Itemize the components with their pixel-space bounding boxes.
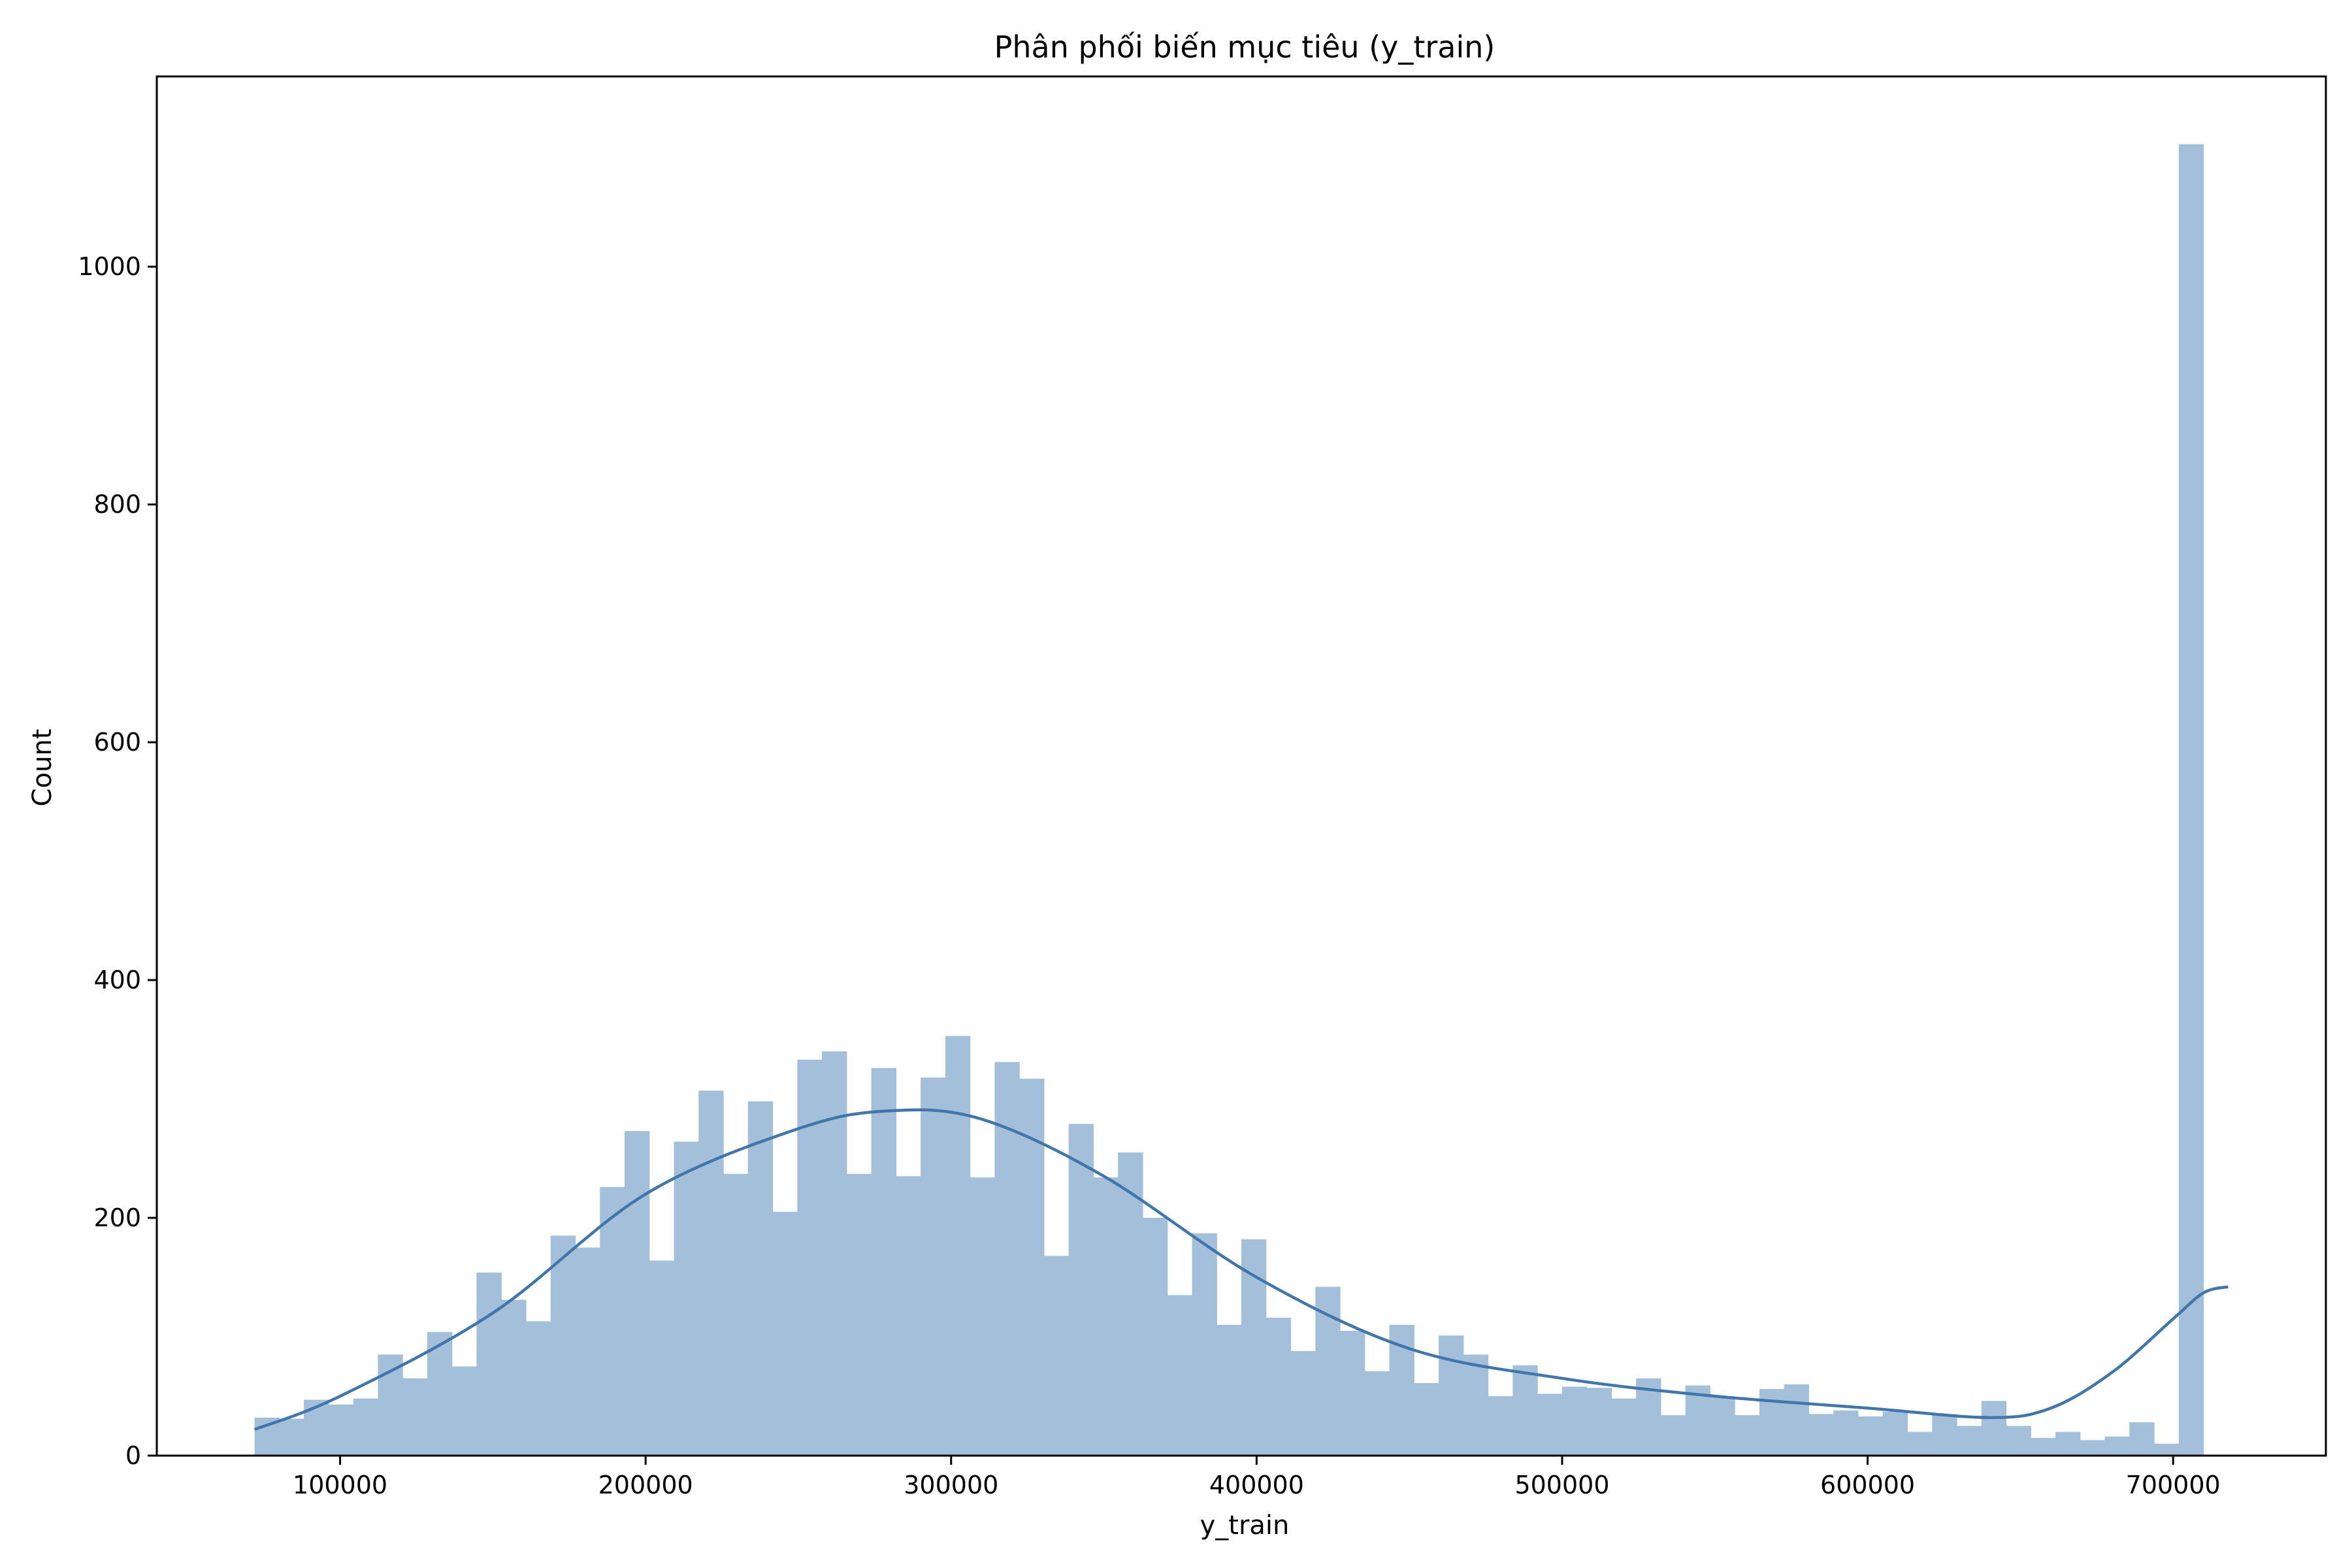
histogram-bar [1808, 1414, 1834, 1456]
histogram-bar [550, 1235, 576, 1456]
histogram-bar [2178, 144, 2204, 1456]
histogram-bar [1463, 1354, 1489, 1456]
histogram-bar [1093, 1177, 1119, 1456]
histogram-bar [1364, 1371, 1390, 1456]
histogram-bar [451, 1366, 478, 1456]
histogram-bar [994, 1062, 1020, 1456]
histogram-bar [1537, 1394, 1563, 1456]
histogram-bars [254, 144, 2204, 1456]
x-tick-label: 200000 [598, 1471, 693, 1499]
histogram-bar [1981, 1401, 2007, 1456]
histogram-bar [1882, 1411, 1908, 1456]
histogram-bar [723, 1173, 749, 1456]
x-tick-label: 500000 [1514, 1471, 1609, 1499]
histogram-bar [2104, 1436, 2130, 1456]
histogram-bar [476, 1272, 502, 1456]
histogram-bar [945, 1036, 971, 1456]
histogram-bar [772, 1211, 798, 1456]
histogram-bar [649, 1260, 675, 1456]
histogram-bar [2055, 1431, 2081, 1456]
y-tick-label: 800 [93, 490, 141, 519]
histogram-bar [600, 1186, 625, 1456]
histogram-bar [674, 1141, 699, 1456]
x-tick-label: 300000 [904, 1471, 998, 1499]
histogram-bar [575, 1247, 600, 1456]
histogram-bar [1142, 1218, 1168, 1456]
histogram-bar [279, 1418, 304, 1456]
histogram-bar [1710, 1396, 1735, 1456]
histogram-bar [797, 1059, 823, 1456]
histogram-bar [402, 1378, 428, 1456]
histogram-bar [2031, 1437, 2056, 1456]
histogram-bar [2154, 1443, 2180, 1456]
histogram-bar [353, 1398, 379, 1456]
histogram-bar [2080, 1440, 2106, 1456]
histogram-bar [1561, 1386, 1588, 1456]
histogram-bar [1266, 1317, 1292, 1456]
histogram-bar [1833, 1410, 1859, 1456]
histogram-bar [1685, 1385, 1711, 1456]
histogram-bar [1192, 1233, 1217, 1456]
histogram-bar [1957, 1426, 1982, 1456]
histogram-bar [1512, 1365, 1538, 1456]
kde-line [253, 1108, 2229, 1431]
x-tick-label: 400000 [1209, 1471, 1304, 1499]
histogram-bar [698, 1090, 724, 1456]
histogram-bar [1068, 1124, 1094, 1456]
y-axis-label: Count [27, 729, 57, 807]
histogram-bar [1439, 1335, 1464, 1456]
histogram-bar [1857, 1416, 1884, 1456]
histogram-bar [1735, 1415, 1760, 1456]
histogram-bar [747, 1101, 774, 1456]
histogram-bar [2006, 1426, 2031, 1456]
histogram-bar [1043, 1256, 1070, 1456]
histogram-bar [427, 1331, 453, 1456]
histogram-bar [871, 1068, 896, 1456]
x-axis-ticks: 100000 200000 300000 400000 500000 600000 7000… [293, 1456, 2221, 1499]
histogram-bar [921, 1077, 946, 1456]
y-axis-ticks: 0 200 400 600 800 1000 [78, 252, 157, 1470]
x-tick-label: 600000 [1820, 1471, 1915, 1499]
histogram-bar [1340, 1330, 1365, 1456]
histogram-bar [1611, 1398, 1637, 1456]
x-axis-label: y_train [1200, 1511, 1290, 1541]
histogram-bar [846, 1173, 872, 1456]
histogram-bar [1586, 1388, 1612, 1456]
histogram-bar [1660, 1415, 1686, 1456]
histogram-bar [1907, 1431, 1933, 1456]
histogram-bar [501, 1299, 527, 1456]
y-tick-label: 0 [125, 1441, 141, 1470]
y-tick-label: 600 [93, 728, 141, 757]
histogram-bar [896, 1176, 921, 1456]
x-tick-label: 100000 [293, 1471, 387, 1499]
histogram-bar [1167, 1295, 1193, 1456]
histogram-bar [328, 1404, 354, 1456]
histogram-bar [970, 1177, 996, 1456]
plot-frame [155, 75, 2327, 1457]
histogram-bar [525, 1321, 551, 1456]
chart-title: Phân phối biến mục tiêu (y_train) [994, 29, 1495, 65]
histogram-bar [2129, 1422, 2155, 1456]
histogram-bar [1118, 1152, 1143, 1456]
histogram-bar [822, 1051, 847, 1456]
histogram-bar [1784, 1384, 1810, 1456]
histogram-bar [1488, 1396, 1513, 1456]
histogram-bar [1290, 1350, 1316, 1456]
y-tick-label: 400 [93, 966, 141, 994]
histogram-bar [625, 1131, 650, 1456]
histogram-bar [1217, 1324, 1242, 1456]
histogram-bar [1932, 1414, 1957, 1456]
histogram-bar [1414, 1382, 1439, 1456]
x-tick-label: 700000 [2126, 1471, 2221, 1499]
y-tick-label: 1000 [78, 252, 141, 281]
y-tick-label: 200 [93, 1203, 141, 1232]
